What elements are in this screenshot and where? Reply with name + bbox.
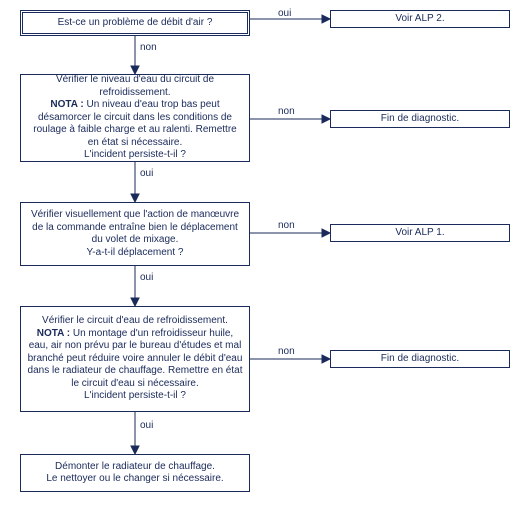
node-line: Le nettoyer ou le changer si nécessaire. xyxy=(46,473,223,486)
node-line: L'incident persiste-t-il ? xyxy=(84,390,186,403)
node-check-cooling-circuit: Vérifier le circuit d'eau de refroidisse… xyxy=(20,306,250,412)
node-airflow-question: Est-ce un problème de débit d'air ? xyxy=(20,10,250,36)
node-line: Vérifier visuellement que l'action de ma… xyxy=(27,209,243,247)
node-line: L'incident persiste-t-il ? xyxy=(84,149,186,162)
node-text: Fin de diagnostic. xyxy=(381,113,459,126)
edge-label-oui: oui xyxy=(278,8,291,19)
node-text: Voir ALP 2. xyxy=(395,13,444,26)
node-remove-radiator: Démonter le radiateur de chauffage. Le n… xyxy=(20,454,250,492)
node-line: Y-a-t-il déplacement ? xyxy=(87,247,184,260)
edge-label-non: non xyxy=(278,346,295,357)
result-end-diag-1: Fin de diagnostic. xyxy=(330,110,510,128)
node-check-mixing-flap: Vérifier visuellement que l'action de ma… xyxy=(20,202,250,266)
node-line: Vérifier le circuit d'eau de refroidisse… xyxy=(42,315,228,328)
node-text: Fin de diagnostic. xyxy=(381,353,459,366)
node-check-water-level: Vérifier le niveau d'eau du circuit de r… xyxy=(20,74,250,162)
edge-label-oui: oui xyxy=(140,168,153,179)
edge-label-non: non xyxy=(278,220,295,231)
edge-label-non: non xyxy=(140,42,157,53)
edge-label-oui: oui xyxy=(140,420,153,431)
node-line: NOTA : Un niveau d'eau trop bas peut dés… xyxy=(27,99,243,149)
edge-label-non: non xyxy=(278,106,295,117)
result-alp2: Voir ALP 2. xyxy=(330,10,510,28)
result-end-diag-2: Fin de diagnostic. xyxy=(330,350,510,368)
node-text: Est-ce un problème de débit d'air ? xyxy=(58,17,213,30)
edge-label-oui: oui xyxy=(140,272,153,283)
node-text: Voir ALP 1. xyxy=(395,227,444,240)
result-alp1: Voir ALP 1. xyxy=(330,224,510,242)
node-line: Démonter le radiateur de chauffage. xyxy=(55,461,215,474)
node-line: NOTA : Un montage d'un refroidisseur hui… xyxy=(27,328,243,391)
node-line: Vérifier le niveau d'eau du circuit de r… xyxy=(27,74,243,99)
